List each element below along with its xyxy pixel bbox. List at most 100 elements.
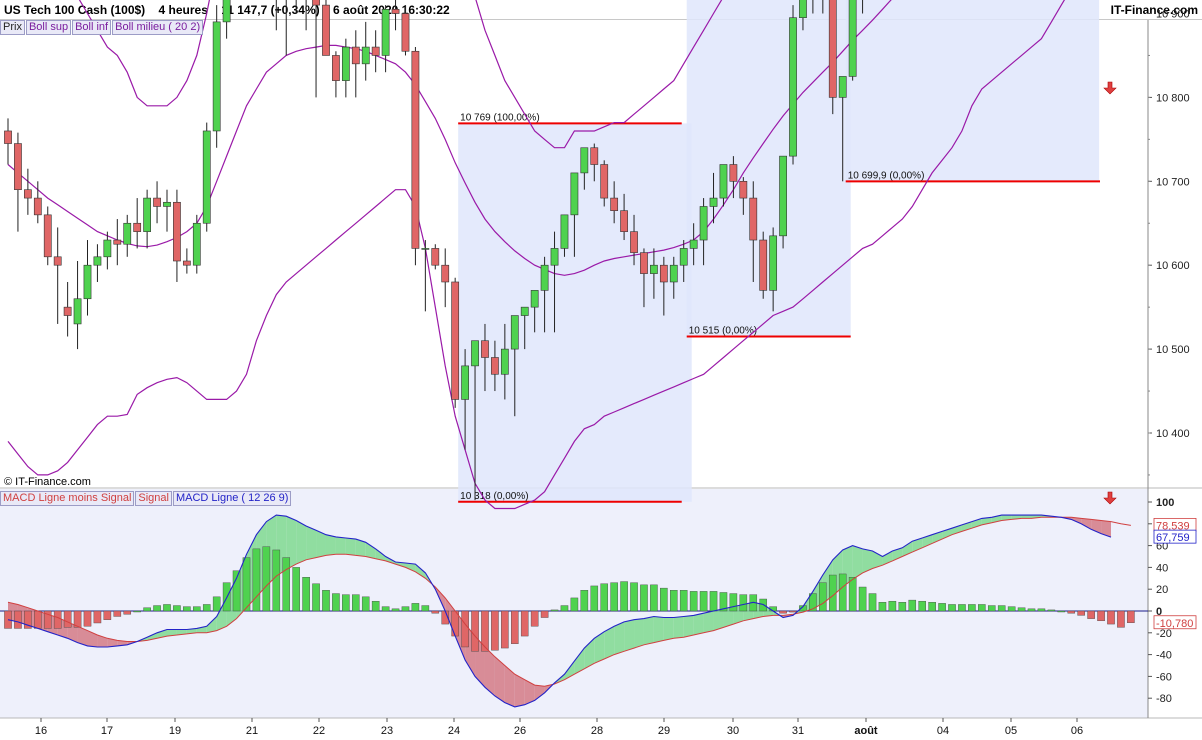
macd-signal-fill [494,656,505,703]
histogram-bar [580,590,589,612]
histogram-bar [332,593,340,612]
level-label: 10 699,9 (0,00%) [848,170,925,181]
legend-item[interactable]: MACD Ligne ( 12 26 9) [172,491,292,506]
down-arrow-shape [1103,491,1117,505]
bollinger-middle-band [7,0,892,276]
histogram-bar [183,606,191,612]
macd-signal-fill [574,648,585,675]
candle-body [371,46,380,56]
histogram-bar [212,596,221,612]
candle-body [421,248,430,250]
histogram-bar [421,605,430,612]
candle-body [550,248,559,266]
candle-body [491,357,499,375]
brand-logo[interactable]: IT-Finance.com [1110,3,1198,17]
macd-signal-fill [107,638,118,647]
histogram-bar [958,604,966,612]
candle-body [103,239,112,258]
macd-signal-fill [395,561,406,568]
histogram-bar [342,594,350,612]
x-tick-label: 28 [591,725,603,737]
histogram-bar [650,584,658,612]
retracement-zone [686,0,851,337]
candle-body [699,206,708,241]
macd-signal-fill [524,679,535,705]
x-tick-label: 17 [101,725,113,737]
legend-item[interactable]: Prix [0,20,25,35]
histogram-bar [660,587,668,612]
candle-body [828,0,837,98]
histogram-bar [73,610,82,628]
macd-signal-fill [355,539,366,557]
histogram-bar [163,604,171,612]
macd-signal-fill [624,619,635,652]
macd-signal-fill [1081,518,1092,530]
histogram-bar [550,609,559,612]
y-tick-label: 10 800 [1156,92,1190,104]
histogram-bar [143,607,151,612]
x-tick-label: 16 [35,725,47,737]
macd-signal-fill [852,545,863,580]
histogram-bar [590,585,599,612]
x-tick-label: 19 [169,725,181,737]
histogram-bar [24,610,32,629]
down-arrow-icon [1103,491,1117,505]
macd-signal-fill [604,626,615,659]
histogram-bar [540,610,549,618]
candle-body [689,239,698,249]
macd-signal-fill [683,615,694,638]
candle-body [560,214,569,249]
legend-item[interactable]: MACD Ligne moins Signal [0,491,135,506]
histogram-bar [878,602,887,612]
legend-item[interactable]: Signal [135,491,172,506]
candle-body [530,290,539,308]
candle-body [351,46,360,65]
macd-signal-fill [286,516,297,570]
candle-body [23,189,32,199]
macd-value-box [1153,615,1197,630]
histogram-bar [133,610,141,613]
macd-signal-fill [1101,520,1111,538]
histogram-bar [43,610,52,629]
histogram-bar [83,610,92,627]
histogram-bar [819,582,827,612]
histogram-bar [173,605,181,612]
candle-body [570,172,579,216]
legend-item[interactable]: Boll inf [72,20,112,35]
macd-signal-fill [1001,515,1012,521]
histogram-bar [868,593,877,612]
legend-item[interactable]: Boll sup [25,20,72,35]
histogram-bar [202,604,211,612]
histogram-bar [411,603,420,612]
macd-signal-fill [862,548,873,573]
macd-signal-fill [166,629,177,637]
macd-value-label: -10,780 [1156,618,1193,630]
candle-body [182,260,191,266]
candle-body [123,222,132,245]
macd-signal-fill [206,616,217,633]
histogram-bar [530,610,539,627]
candle-body [73,298,82,325]
copyright-credit: © IT-Finance.com [4,476,91,488]
candle-body [739,181,748,199]
histogram-bar [113,610,122,617]
histogram-bar [1037,608,1046,612]
histogram-bar [799,605,807,612]
candle-body [600,164,609,199]
histogram-bar [481,610,489,652]
histogram-bar [1127,610,1135,623]
macd-signal-fill [375,548,386,561]
y-tick-label: 10 900 [1156,9,1190,21]
legend-item[interactable]: Boll milieu ( 20 2) [112,20,204,35]
candle-body [332,55,340,81]
candle-body [461,365,469,400]
x-tick-label: 23 [381,725,393,737]
x-tick-label: 29 [658,725,670,737]
histogram-bar [282,557,291,612]
candle-body [163,201,171,207]
histogram-bar [679,590,688,612]
histogram-bar [709,591,718,612]
candle-body [4,130,12,144]
candle-body [63,306,72,316]
